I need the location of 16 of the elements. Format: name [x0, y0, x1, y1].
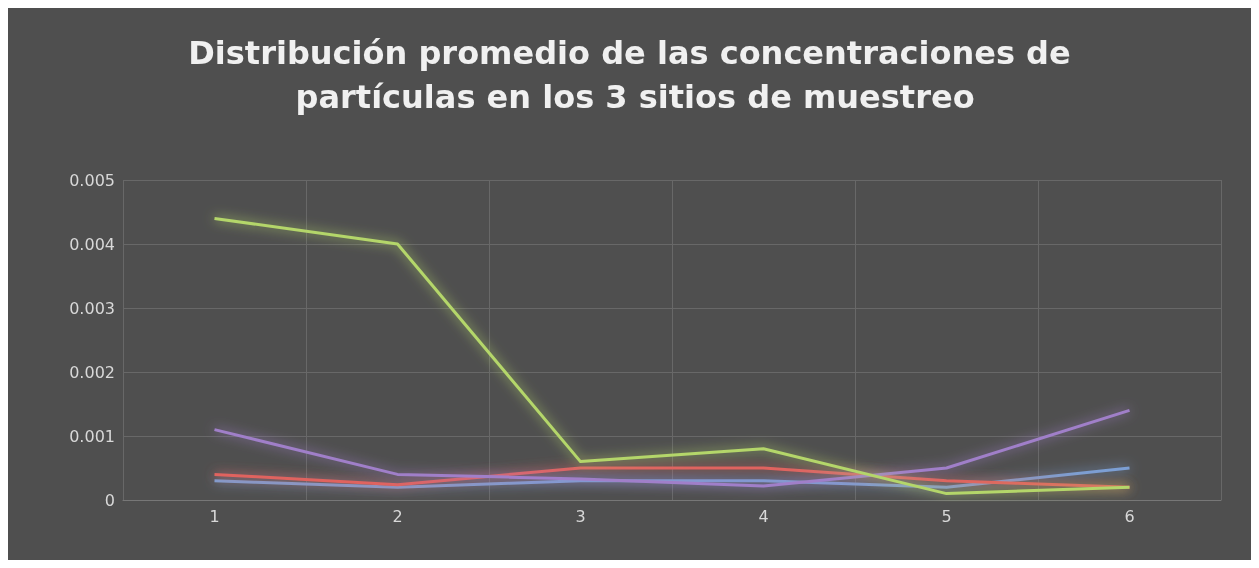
x-tick-label: 1: [209, 506, 220, 526]
line-series: [213, 216, 1131, 496]
x-tick-label: 4: [758, 506, 769, 526]
x-tick-label: 5: [941, 506, 952, 526]
y-tick-label: 0.004: [69, 234, 115, 254]
x-tick-label: 6: [1124, 506, 1135, 526]
x-tick-label: 3: [575, 506, 586, 526]
chart-title: Distribución promedio de las concentraciones de partículas en los 3 sitios de muestreo: [188, 34, 1071, 116]
y-tick-label: 0.001: [69, 426, 115, 446]
y-tick-label: 0.003: [69, 298, 115, 318]
y-tick-label: 0.002: [69, 362, 115, 382]
line-series: [213, 466, 1131, 489]
y-tick-label: 0: [104, 490, 115, 510]
line-series: [213, 408, 1131, 488]
y-tick-label: 0.005: [69, 170, 115, 190]
x-tick-label: 2: [392, 506, 403, 526]
